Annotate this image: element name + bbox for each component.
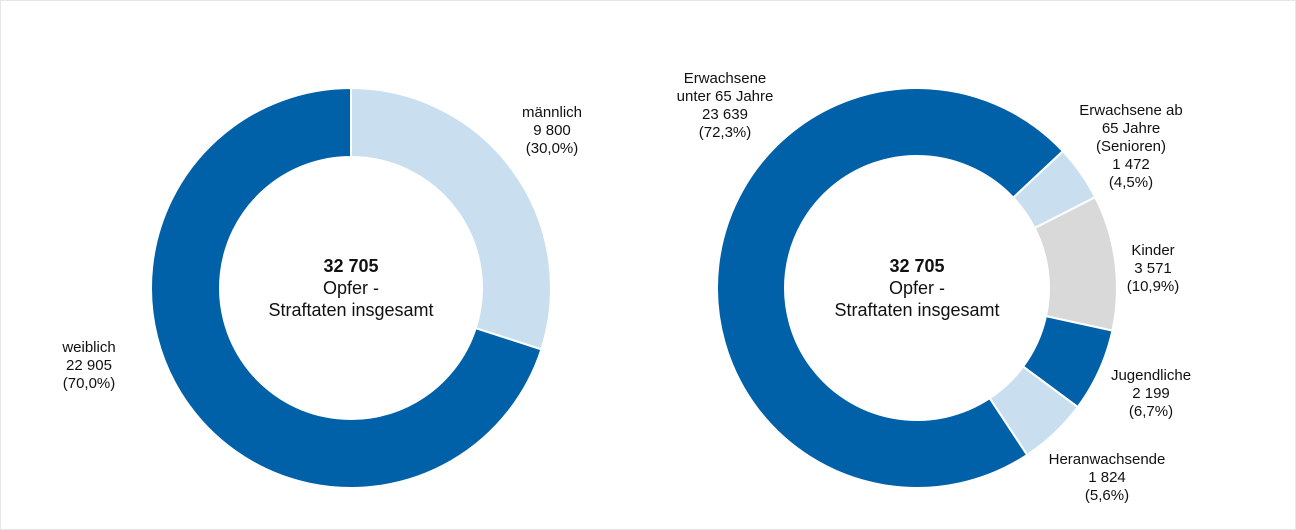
- slice-value: 23 639: [702, 106, 748, 123]
- center-text: Opfer - Straftaten insgesamt: [834, 278, 1000, 320]
- slice-label: Kinder 3 571 (10,9%): [1127, 242, 1180, 296]
- slice-name: Heranwachsende: [1048, 451, 1166, 468]
- slice-label: Erwachsene ab 65 Jahre (Senioren) 1 472 (4…: [1079, 102, 1182, 192]
- slice-label: Jugendliche 2 199 (6,7%): [1111, 367, 1191, 421]
- slice-name: Erwachsene unter 65 Jahre: [676, 70, 774, 105]
- slice-name: weiblich: [62, 339, 116, 356]
- slice-label: Heranwachsende 1 824 (5,6%): [1049, 451, 1166, 505]
- slice-percent: (30,0%): [525, 140, 579, 157]
- slice-value: 22 905: [66, 357, 112, 374]
- slice-label: männlich 9 800 (30,0%): [522, 104, 582, 158]
- slice-percent: (5,6%): [1084, 487, 1130, 504]
- slice-label: Erwachsene unter 65 Jahre 23 639 (72,3%): [677, 70, 774, 142]
- center-label: 32 705 Opfer - Straftaten insgesamt: [834, 255, 999, 321]
- slice-value: 2 199: [1132, 385, 1170, 402]
- slice-name: Jugendliche: [1110, 367, 1192, 384]
- donut-slice: [715, 87, 1065, 489]
- slice-name: Erwachsene ab 65 Jahre (Senioren): [1079, 102, 1183, 155]
- donut-slice: [150, 86, 543, 489]
- slice-label: weiblich 22 905 (70,0%): [62, 339, 115, 393]
- center-total: 32 705: [323, 256, 379, 276]
- slice-name: männlich: [521, 104, 583, 121]
- center-text: Opfer - Straftaten insgesamt: [268, 278, 434, 320]
- slice-percent: (4,5%): [1108, 174, 1154, 191]
- center-total: 32 705: [889, 256, 945, 276]
- donut-slice: [350, 86, 552, 351]
- slice-value: 1 472: [1112, 156, 1150, 173]
- slice-value: 9 800: [533, 122, 571, 139]
- slice-percent: (6,7%): [1128, 403, 1174, 420]
- slice-percent: (70,0%): [62, 375, 116, 392]
- slice-name: Kinder: [1131, 242, 1175, 259]
- slice-value: 1 824: [1088, 469, 1126, 486]
- slice-value: 3 571: [1134, 260, 1172, 277]
- slice-percent: (72,3%): [698, 124, 752, 141]
- center-label: 32 705 Opfer - Straftaten insgesamt: [268, 255, 433, 321]
- slice-percent: (10,9%): [1126, 278, 1180, 295]
